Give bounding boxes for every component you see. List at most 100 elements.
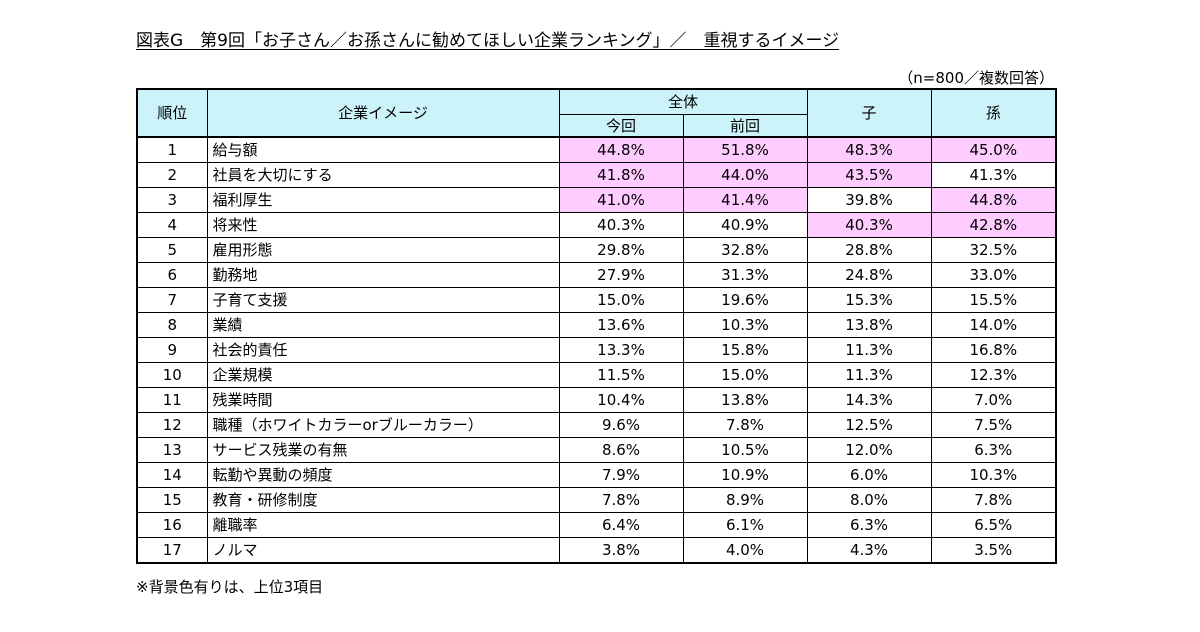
grandchild-value-cell: 41.3% (930, 162, 1057, 188)
child-value-cell: 43.5% (806, 162, 932, 188)
child-value-cell: 11.3% (806, 337, 932, 363)
grandchild-value-cell: 3.5% (930, 537, 1057, 564)
table-row: 17 ノルマ 3.8% 4.0% 4.3% 3.5% (136, 537, 1057, 564)
image-label-cell: 社会的責任 (206, 337, 560, 363)
grandchild-value-cell: 12.3% (930, 362, 1057, 388)
image-label-cell: 残業時間 (206, 387, 560, 413)
table-row: 9 社会的責任 13.3% 15.8% 11.3% 16.8% (136, 337, 1057, 363)
table-row: 6 勤務地 27.9% 31.3% 24.8% 33.0% (136, 262, 1057, 288)
rank-cell: 2 (136, 162, 208, 188)
rank-cell: 7 (136, 287, 208, 313)
child-value-cell: 12.5% (806, 412, 932, 438)
rank-cell: 10 (136, 362, 208, 388)
rank-cell: 9 (136, 337, 208, 363)
child-value-cell: 13.8% (806, 312, 932, 338)
header-child: 子 (806, 88, 932, 138)
grandchild-value-cell: 15.5% (930, 287, 1057, 313)
image-label-cell: 福利厚生 (206, 187, 560, 213)
image-label-cell: 業績 (206, 312, 560, 338)
grandchild-value-cell: 14.0% (930, 312, 1057, 338)
previous-value-cell: 10.5% (682, 437, 808, 463)
header-rank: 順位 (136, 88, 208, 138)
image-label-cell: 教育・研修制度 (206, 487, 560, 513)
previous-value-cell: 10.9% (682, 462, 808, 488)
previous-value-cell: 15.0% (682, 362, 808, 388)
child-value-cell: 28.8% (806, 237, 932, 263)
table-row: 13 サービス残業の有無 8.6% 10.5% 12.0% 6.3% (136, 437, 1057, 463)
image-label-cell: 子育て支援 (206, 287, 560, 313)
previous-value-cell: 31.3% (682, 262, 808, 288)
previous-value-cell: 15.8% (682, 337, 808, 363)
table-row: 3 福利厚生 41.0% 41.4% 39.8% 44.8% (136, 187, 1057, 213)
table-row: 10 企業規模 11.5% 15.0% 11.3% 12.3% (136, 362, 1057, 388)
grandchild-value-cell: 32.5% (930, 237, 1057, 263)
image-label-cell: 勤務地 (206, 262, 560, 288)
grandchild-value-cell: 16.8% (930, 337, 1057, 363)
previous-value-cell: 10.3% (682, 312, 808, 338)
current-value-cell: 15.0% (558, 287, 684, 313)
header-current: 今回 (558, 114, 684, 138)
grandchild-value-cell: 44.8% (930, 187, 1057, 213)
table-row: 14 転勤や異動の頻度 7.9% 10.9% 6.0% 10.3% (136, 462, 1057, 488)
child-value-cell: 39.8% (806, 187, 932, 213)
child-value-cell: 24.8% (806, 262, 932, 288)
image-label-cell: 社員を大切にする (206, 162, 560, 188)
grandchild-value-cell: 7.0% (930, 387, 1057, 413)
table-row: 4 将来性 40.3% 40.9% 40.3% 42.8% (136, 212, 1057, 238)
previous-value-cell: 44.0% (682, 162, 808, 188)
previous-value-cell: 6.1% (682, 512, 808, 538)
child-value-cell: 40.3% (806, 212, 932, 238)
grandchild-value-cell: 6.5% (930, 512, 1057, 538)
current-value-cell: 8.6% (558, 437, 684, 463)
header-grandchild: 孫 (930, 88, 1057, 138)
previous-value-cell: 41.4% (682, 187, 808, 213)
header-overall: 全体 (558, 88, 808, 115)
image-label-cell: 雇用形態 (206, 237, 560, 263)
grandchild-value-cell: 10.3% (930, 462, 1057, 488)
previous-value-cell: 40.9% (682, 212, 808, 238)
previous-value-cell: 19.6% (682, 287, 808, 313)
grandchild-value-cell: 6.3% (930, 437, 1057, 463)
header-corporate-image: 企業イメージ (206, 88, 560, 138)
rank-cell: 8 (136, 312, 208, 338)
current-value-cell: 7.8% (558, 487, 684, 513)
grandchild-value-cell: 7.8% (930, 487, 1057, 513)
current-value-cell: 27.9% (558, 262, 684, 288)
rank-cell: 14 (136, 462, 208, 488)
image-label-cell: サービス残業の有無 (206, 437, 560, 463)
grandchild-value-cell: 45.0% (930, 136, 1057, 163)
rank-cell: 4 (136, 212, 208, 238)
rank-cell: 3 (136, 187, 208, 213)
current-value-cell: 13.6% (558, 312, 684, 338)
image-label-cell: 離職率 (206, 512, 560, 538)
image-label-cell: 企業規模 (206, 362, 560, 388)
current-value-cell: 9.6% (558, 412, 684, 438)
grandchild-value-cell: 42.8% (930, 212, 1057, 238)
previous-value-cell: 7.8% (682, 412, 808, 438)
child-value-cell: 15.3% (806, 287, 932, 313)
table-row: 8 業績 13.6% 10.3% 13.8% 14.0% (136, 312, 1057, 338)
previous-value-cell: 13.8% (682, 387, 808, 413)
previous-value-cell: 8.9% (682, 487, 808, 513)
current-value-cell: 7.9% (558, 462, 684, 488)
current-value-cell: 3.8% (558, 537, 684, 564)
sample-size-note: （n=800／複数回答） (898, 69, 1054, 87)
previous-value-cell: 32.8% (682, 237, 808, 263)
rank-cell: 5 (136, 237, 208, 263)
image-label-cell: ノルマ (206, 537, 560, 564)
figure-title: 図表G 第9回「お子さん／お孫さんに勧めてほしい企業ランキング」／ 重視するイメ… (136, 31, 840, 51)
table-body: 1 給与額 44.8% 51.8% 48.3% 45.0% 2 社員を大切にする 41.8% 44… (136, 136, 1057, 564)
rank-cell: 12 (136, 412, 208, 438)
footnote: ※背景色有りは、上位3項目 (136, 578, 324, 596)
image-label-cell: 給与額 (206, 136, 560, 163)
current-value-cell: 10.4% (558, 387, 684, 413)
rank-cell: 1 (136, 136, 208, 163)
child-value-cell: 11.3% (806, 362, 932, 388)
current-value-cell: 41.0% (558, 187, 684, 213)
table-row: 12 職種（ホワイトカラーorブルーカラー） 9.6% 7.8% 12.5% 7.5% (136, 412, 1057, 438)
rank-cell: 11 (136, 387, 208, 413)
child-value-cell: 14.3% (806, 387, 932, 413)
current-value-cell: 11.5% (558, 362, 684, 388)
image-label-cell: 職種（ホワイトカラーorブルーカラー） (206, 412, 560, 438)
current-value-cell: 6.4% (558, 512, 684, 538)
